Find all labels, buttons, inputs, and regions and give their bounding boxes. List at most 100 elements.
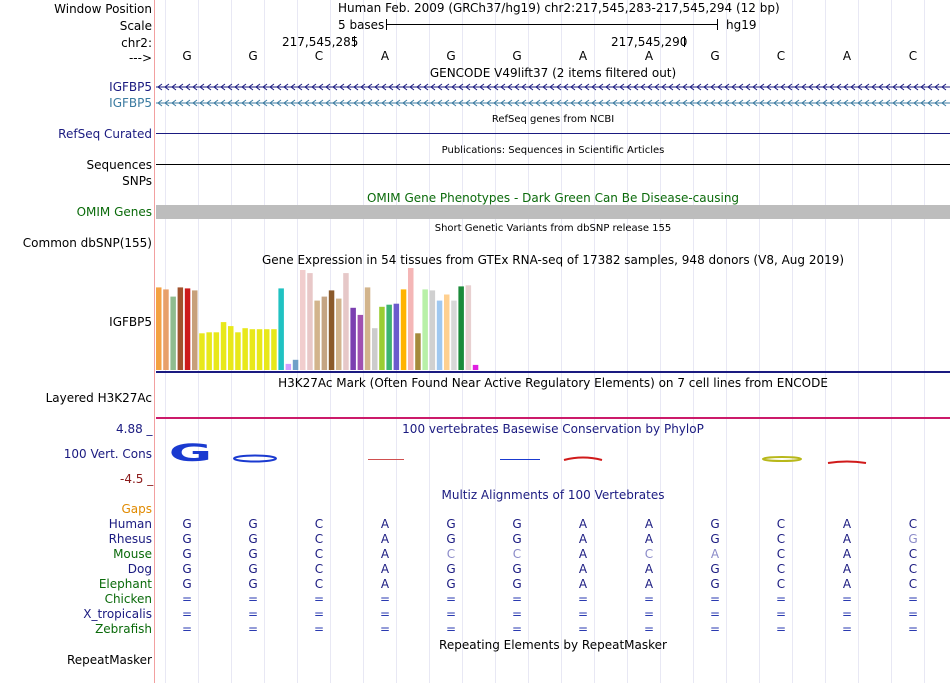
gtex-tissue-bar[interactable] [156, 287, 162, 370]
species-label[interactable]: Rhesus [108, 532, 152, 546]
chr-label: chr2: [121, 36, 152, 50]
repeatmasker-label[interactable]: RepeatMasker [66, 653, 152, 667]
gtex-tissue-bar[interactable] [228, 326, 234, 370]
gtex-tissue-bar[interactable] [458, 286, 464, 370]
gtex-tissue-bar[interactable] [249, 329, 256, 370]
gencode-gene-2-label[interactable]: IGFBP5 [109, 96, 152, 110]
gtex-expression-chart[interactable] [156, 268, 536, 372]
gtex-tissue-bar[interactable] [350, 307, 356, 370]
gtex-tissue-bar[interactable] [436, 300, 443, 370]
species-label[interactable]: Chicken [104, 592, 152, 606]
gtex-tissue-bar[interactable] [357, 314, 364, 370]
gtex-tissue-bar[interactable] [400, 289, 407, 370]
phylop-logo[interactable]: G [156, 438, 950, 474]
sequences-label[interactable]: Sequences [86, 158, 152, 172]
gtex-tissue-bar[interactable] [415, 333, 421, 370]
gtex-tissue-bar[interactable] [465, 285, 472, 370]
reference-base: G [446, 49, 456, 63]
refseq-label[interactable]: RefSeq Curated [58, 127, 152, 141]
snps-label[interactable]: SNPs [122, 174, 152, 188]
gtex-tissue-bar[interactable] [235, 332, 241, 370]
species-label[interactable]: Elephant [98, 577, 152, 591]
gtex-tissue-bar[interactable] [336, 298, 342, 370]
gtex-tissue-bar[interactable] [379, 306, 385, 370]
aligned-base: G [446, 532, 456, 546]
gencode-gene-1-label[interactable]: IGFBP5 [109, 80, 152, 94]
multiz-track-title[interactable]: Multiz Alignments of 100 Vertebrates [441, 488, 665, 502]
gtex-tissue-bar[interactable] [163, 289, 169, 370]
gtex-tissue-bar[interactable] [264, 329, 270, 370]
gtex-tissue-bar[interactable] [278, 288, 284, 370]
h3k27ac-label[interactable]: Layered H3K27Ac [45, 391, 152, 405]
gtex-tissue-bar[interactable] [364, 287, 371, 370]
aligned-base: G [248, 547, 258, 561]
omim-gene-bar[interactable] [156, 205, 950, 219]
gtex-tissue-bar[interactable] [206, 332, 212, 370]
gtex-tissue-bar[interactable] [271, 329, 277, 370]
sequences-line[interactable] [156, 164, 950, 165]
gtex-tissue-bar[interactable] [285, 363, 292, 370]
refseq-track-title[interactable]: RefSeq genes from NCBI [491, 114, 615, 125]
phylop-track-title[interactable]: 100 vertebrates Basewise Conservation by… [402, 422, 704, 436]
gencode-track-title[interactable]: GENCODE V49lift37 (2 items filtered out) [429, 66, 677, 80]
gtex-gene-label[interactable]: IGFBP5 [109, 315, 152, 329]
aligned-base: = [577, 592, 589, 606]
aligned-base: G [446, 562, 456, 576]
gtex-tissue-bar[interactable] [177, 287, 184, 370]
gaps-label[interactable]: Gaps [121, 502, 152, 516]
gtex-tissue-bar[interactable] [199, 333, 205, 370]
gtex-tissue-bar[interactable] [170, 296, 176, 370]
gtex-tissue-bar[interactable] [256, 329, 263, 370]
dbsnp-label[interactable]: Common dbSNP(155) [22, 236, 152, 250]
gtex-tissue-bar[interactable] [451, 300, 457, 370]
gtex-tissue-bar[interactable] [386, 304, 392, 370]
conservation-label[interactable]: 100 Vert. Cons [63, 447, 152, 461]
dbsnp-track-title[interactable]: Short Genetic Variants from dbSNP releas… [434, 223, 672, 234]
species-label[interactable]: Zebrafish [95, 622, 152, 636]
h3k27ac-track-title[interactable]: H3K27Ac Mark (Often Found Near Active Re… [278, 376, 828, 390]
repeatmasker-track-title[interactable]: Repeating Elements by RepeatMasker [439, 638, 667, 652]
aligned-base: = [379, 592, 391, 606]
aligned-base: = [313, 622, 325, 636]
aligned-base: = [247, 592, 259, 606]
grid-line [693, 0, 694, 683]
gtex-tissue-bar[interactable] [408, 268, 414, 370]
gtex-tissue-bar[interactable] [192, 290, 198, 370]
publications-track-title[interactable]: Publications: Sequences in Scientific Ar… [441, 145, 665, 156]
gtex-tissue-bar[interactable] [300, 270, 306, 370]
gtex-tissue-bar[interactable] [220, 322, 227, 370]
gtex-tissue-bar[interactable] [343, 273, 349, 370]
gtex-tissue-bar[interactable] [213, 332, 220, 370]
gtex-tissue-bar[interactable] [422, 289, 428, 370]
species-label[interactable]: Mouse [113, 547, 152, 561]
reference-base: A [380, 49, 390, 63]
gtex-tissue-bar[interactable] [444, 294, 450, 371]
gtex-tissue-bar[interactable] [314, 300, 320, 370]
species-label[interactable]: Dog [127, 562, 152, 576]
aligned-base: A [842, 577, 852, 591]
gtex-tissue-bar[interactable] [372, 328, 378, 370]
gtex-tissue-bar[interactable] [429, 290, 436, 370]
omim-genes-label[interactable]: OMIM Genes [76, 205, 152, 219]
gtex-tissue-bar[interactable] [328, 290, 335, 370]
gtex-tissue-bar[interactable] [472, 364, 479, 370]
gtex-tissue-bar[interactable] [184, 288, 191, 370]
species-label[interactable]: X_tropicalis [83, 607, 152, 621]
omim-track-title[interactable]: OMIM Gene Phenotypes - Dark Green Can Be… [366, 191, 740, 205]
gencode-gene-1-feature[interactable] [156, 81, 950, 93]
gtex-baseline [156, 371, 950, 373]
gtex-tissue-bar[interactable] [393, 303, 400, 370]
aligned-base: = [841, 622, 853, 636]
gtex-tissue-bar[interactable] [242, 328, 248, 370]
species-label[interactable]: Human [108, 517, 152, 531]
gtex-tissue-bar[interactable] [321, 296, 328, 370]
coordinate-1: 217,545,285 [282, 35, 359, 49]
gencode-gene-2-feature[interactable] [156, 97, 950, 109]
refseq-gene-line[interactable] [156, 133, 950, 134]
grid-line [363, 0, 364, 683]
gtex-track-title[interactable]: Gene Expression in 54 tissues from GTEx … [261, 253, 845, 267]
gtex-tissue-bar[interactable] [307, 273, 313, 370]
aligned-base: G [710, 577, 720, 591]
aligned-base: = [445, 592, 457, 606]
gtex-tissue-bar[interactable] [292, 359, 299, 370]
